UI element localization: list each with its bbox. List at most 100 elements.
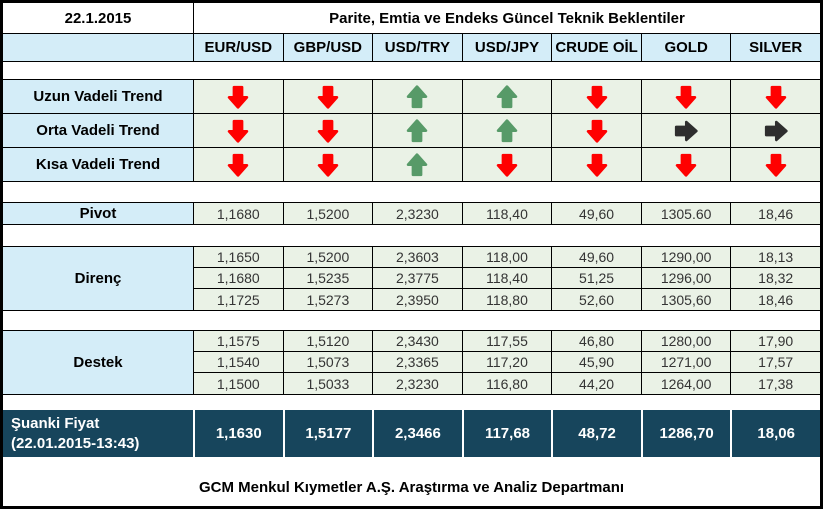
pivot-row: Pivot 1,1680 1,5200 2,3230 118,40 49,60 1305.… bbox=[3, 202, 820, 225]
resistance-value: 18,32 bbox=[730, 268, 820, 289]
current-price-value: 18,06 bbox=[730, 410, 820, 457]
resistance-value: 52,60 bbox=[551, 289, 641, 310]
footer-department: GCM Menkul Kıymetler A.Ş. Araştırma ve A… bbox=[3, 457, 820, 506]
trend-down-arrow-icon bbox=[672, 152, 700, 178]
resistance-value: 1,1650 bbox=[193, 247, 283, 268]
column-header: EUR/USD bbox=[193, 34, 283, 61]
support-value: 1,1540 bbox=[193, 352, 283, 373]
trend-down-arrow-icon bbox=[583, 118, 611, 144]
trend-up-arrow-icon bbox=[403, 118, 431, 144]
pivot-value: 1,1680 bbox=[193, 203, 283, 224]
resistance-value: 1,5273 bbox=[282, 289, 373, 310]
pivot-value: 18,46 bbox=[730, 203, 820, 224]
trend-down-arrow-icon bbox=[762, 84, 790, 110]
support-value: 1,5120 bbox=[282, 331, 373, 352]
current-price-row: Şuanki Fiyat (22.01.2015-13:43) 1,1630 1,… bbox=[3, 410, 820, 457]
trend-down-arrow-icon bbox=[314, 152, 342, 178]
column-header: GOLD bbox=[640, 34, 731, 61]
current-price-value: 117,68 bbox=[461, 410, 552, 457]
trend-cell bbox=[282, 80, 373, 113]
resistance-value: 1,1680 bbox=[193, 268, 283, 289]
resistance-value: 1296,00 bbox=[640, 268, 731, 289]
pivot-row-label: Pivot bbox=[3, 203, 193, 224]
column-header-spacer bbox=[3, 34, 193, 61]
trend-cell bbox=[461, 80, 552, 113]
trend-up-arrow-icon bbox=[403, 84, 431, 110]
trend-cell bbox=[372, 114, 462, 147]
resistance-value: 1,5200 bbox=[282, 247, 373, 268]
pivot-value: 2,3230 bbox=[372, 203, 462, 224]
trend-row-label: Orta Vadeli Trend bbox=[3, 114, 193, 147]
trend-right-arrow-icon bbox=[762, 118, 790, 144]
support-value: 44,20 bbox=[551, 373, 641, 394]
column-header-row: EUR/USD GBP/USD USD/TRY USD/JPY CRUDE OİL GOL… bbox=[3, 34, 820, 62]
current-price-value: 1,5177 bbox=[282, 410, 373, 457]
column-header: USD/TRY bbox=[372, 34, 462, 61]
trend-down-arrow-icon bbox=[583, 84, 611, 110]
trend-cell bbox=[461, 148, 552, 181]
support-value: 17,38 bbox=[730, 373, 820, 394]
trend-cell bbox=[193, 80, 283, 113]
resistance-value: 1290,00 bbox=[640, 247, 731, 268]
support-value: 1,1575 bbox=[193, 331, 283, 352]
section-gap bbox=[3, 395, 820, 410]
trend-row-label: Uzun Vadeli Trend bbox=[3, 80, 193, 113]
support-value: 117,55 bbox=[461, 331, 552, 352]
resistance-group: Direnç 1,1650 1,5200 2,3603 118,00 49,60 1290… bbox=[3, 246, 820, 311]
trend-cell bbox=[372, 148, 462, 181]
resistance-value: 18,13 bbox=[730, 247, 820, 268]
support-value: 2,3430 bbox=[372, 331, 462, 352]
trend-row-label: Kısa Vadeli Trend bbox=[3, 148, 193, 181]
trend-cell bbox=[193, 114, 283, 147]
resistance-value: 1305,60 bbox=[640, 289, 731, 310]
trend-row: Uzun Vadeli Trend bbox=[3, 79, 820, 114]
trend-cell bbox=[193, 148, 283, 181]
support-value: 1280,00 bbox=[640, 331, 731, 352]
resistance-label: Direnç bbox=[3, 247, 193, 310]
trend-cell bbox=[730, 114, 820, 147]
section-gap bbox=[3, 311, 820, 330]
trend-down-arrow-icon bbox=[224, 152, 252, 178]
column-header: GBP/USD bbox=[282, 34, 373, 61]
column-header: CRUDE OİL bbox=[551, 34, 641, 61]
trend-cell bbox=[551, 148, 641, 181]
title-row: 22.1.2015 Parite, Emtia ve Endeks Güncel… bbox=[3, 3, 820, 34]
page-title: Parite, Emtia ve Endeks Güncel Teknik Be… bbox=[193, 3, 820, 33]
column-header: USD/JPY bbox=[461, 34, 552, 61]
trend-down-arrow-icon bbox=[493, 152, 521, 178]
resistance-value: 2,3950 bbox=[372, 289, 462, 310]
support-value: 17,90 bbox=[730, 331, 820, 352]
current-price-value: 1286,70 bbox=[640, 410, 731, 457]
trend-cell bbox=[282, 148, 373, 181]
trend-cell bbox=[640, 114, 731, 147]
trend-down-arrow-icon bbox=[314, 118, 342, 144]
support-value: 1,1500 bbox=[193, 373, 283, 394]
support-value: 1,5033 bbox=[282, 373, 373, 394]
support-value: 116,80 bbox=[461, 373, 552, 394]
pivot-value: 1305.60 bbox=[640, 203, 731, 224]
support-value: 117,20 bbox=[461, 352, 552, 373]
support-value: 2,3230 bbox=[372, 373, 462, 394]
trend-right-arrow-icon bbox=[672, 118, 700, 144]
trend-down-arrow-icon bbox=[224, 118, 252, 144]
trend-up-arrow-icon bbox=[493, 118, 521, 144]
section-gap bbox=[3, 182, 820, 202]
trend-cell bbox=[372, 80, 462, 113]
support-group: Destek 1,1575 1,5120 2,3430 117,55 46,80 1280… bbox=[3, 330, 820, 395]
current-price-label-text: Şuanki Fiyat bbox=[11, 415, 100, 432]
trend-cell bbox=[640, 80, 731, 113]
support-value: 1,5073 bbox=[282, 352, 373, 373]
support-value: 1264,00 bbox=[640, 373, 731, 394]
trend-cell bbox=[551, 80, 641, 113]
trend-down-arrow-icon bbox=[224, 84, 252, 110]
resistance-value: 1,1725 bbox=[193, 289, 283, 310]
trend-cell bbox=[551, 114, 641, 147]
trend-cell bbox=[640, 148, 731, 181]
support-value: 46,80 bbox=[551, 331, 641, 352]
section-gap bbox=[3, 225, 820, 246]
trend-row: Kısa Vadeli Trend bbox=[3, 148, 820, 182]
resistance-value: 51,25 bbox=[551, 268, 641, 289]
trend-cell bbox=[730, 80, 820, 113]
report-date: 22.1.2015 bbox=[64, 9, 132, 27]
